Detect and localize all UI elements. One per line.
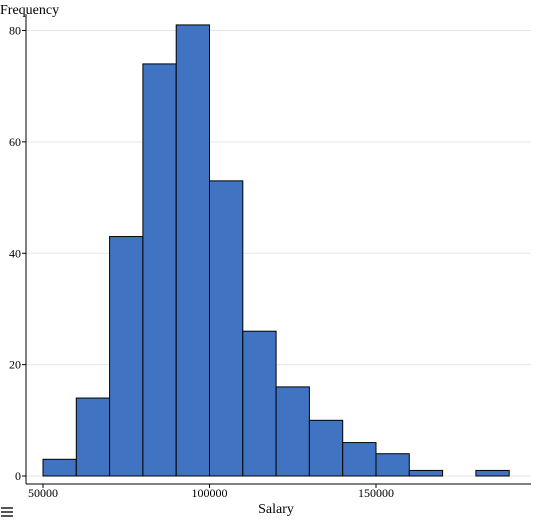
histogram-bar: [142, 63, 177, 477]
histogram-bar: [109, 236, 144, 477]
histogram-bar: [375, 453, 410, 477]
histogram-bar: [275, 386, 310, 477]
tick-labels: 0 20 40 60 80 50000 100000 150000: [9, 24, 394, 501]
histogram-bar: [209, 180, 244, 477]
hamburger-menu-icon[interactable]: [1, 507, 13, 517]
histogram-bar: [475, 469, 510, 477]
histogram-bar: [408, 469, 444, 477]
y-tick-label-80: 80: [9, 24, 21, 38]
histogram-bar: [75, 397, 111, 477]
x-axis-title: Salary: [258, 502, 294, 517]
histogram-bar: [242, 330, 277, 477]
histogram-bar: [308, 419, 344, 477]
histogram-bar: [175, 24, 210, 477]
y-tick-label-0: 0: [15, 469, 21, 483]
x-tick-label-50000: 50000: [28, 486, 58, 500]
axes: [25, 14, 531, 485]
y-tick-label-60: 60: [9, 135, 21, 149]
y-axis-title: Frequency: [0, 3, 59, 18]
y-tick-label-20: 20: [9, 358, 21, 372]
histogram-bar: [342, 442, 377, 477]
x-tick-label-150000: 150000: [358, 486, 394, 500]
histogram-bars: [42, 24, 510, 477]
x-tick-label-100000: 100000: [192, 486, 228, 500]
y-tick-label-40: 40: [9, 246, 21, 260]
histogram-bar: [42, 458, 77, 477]
